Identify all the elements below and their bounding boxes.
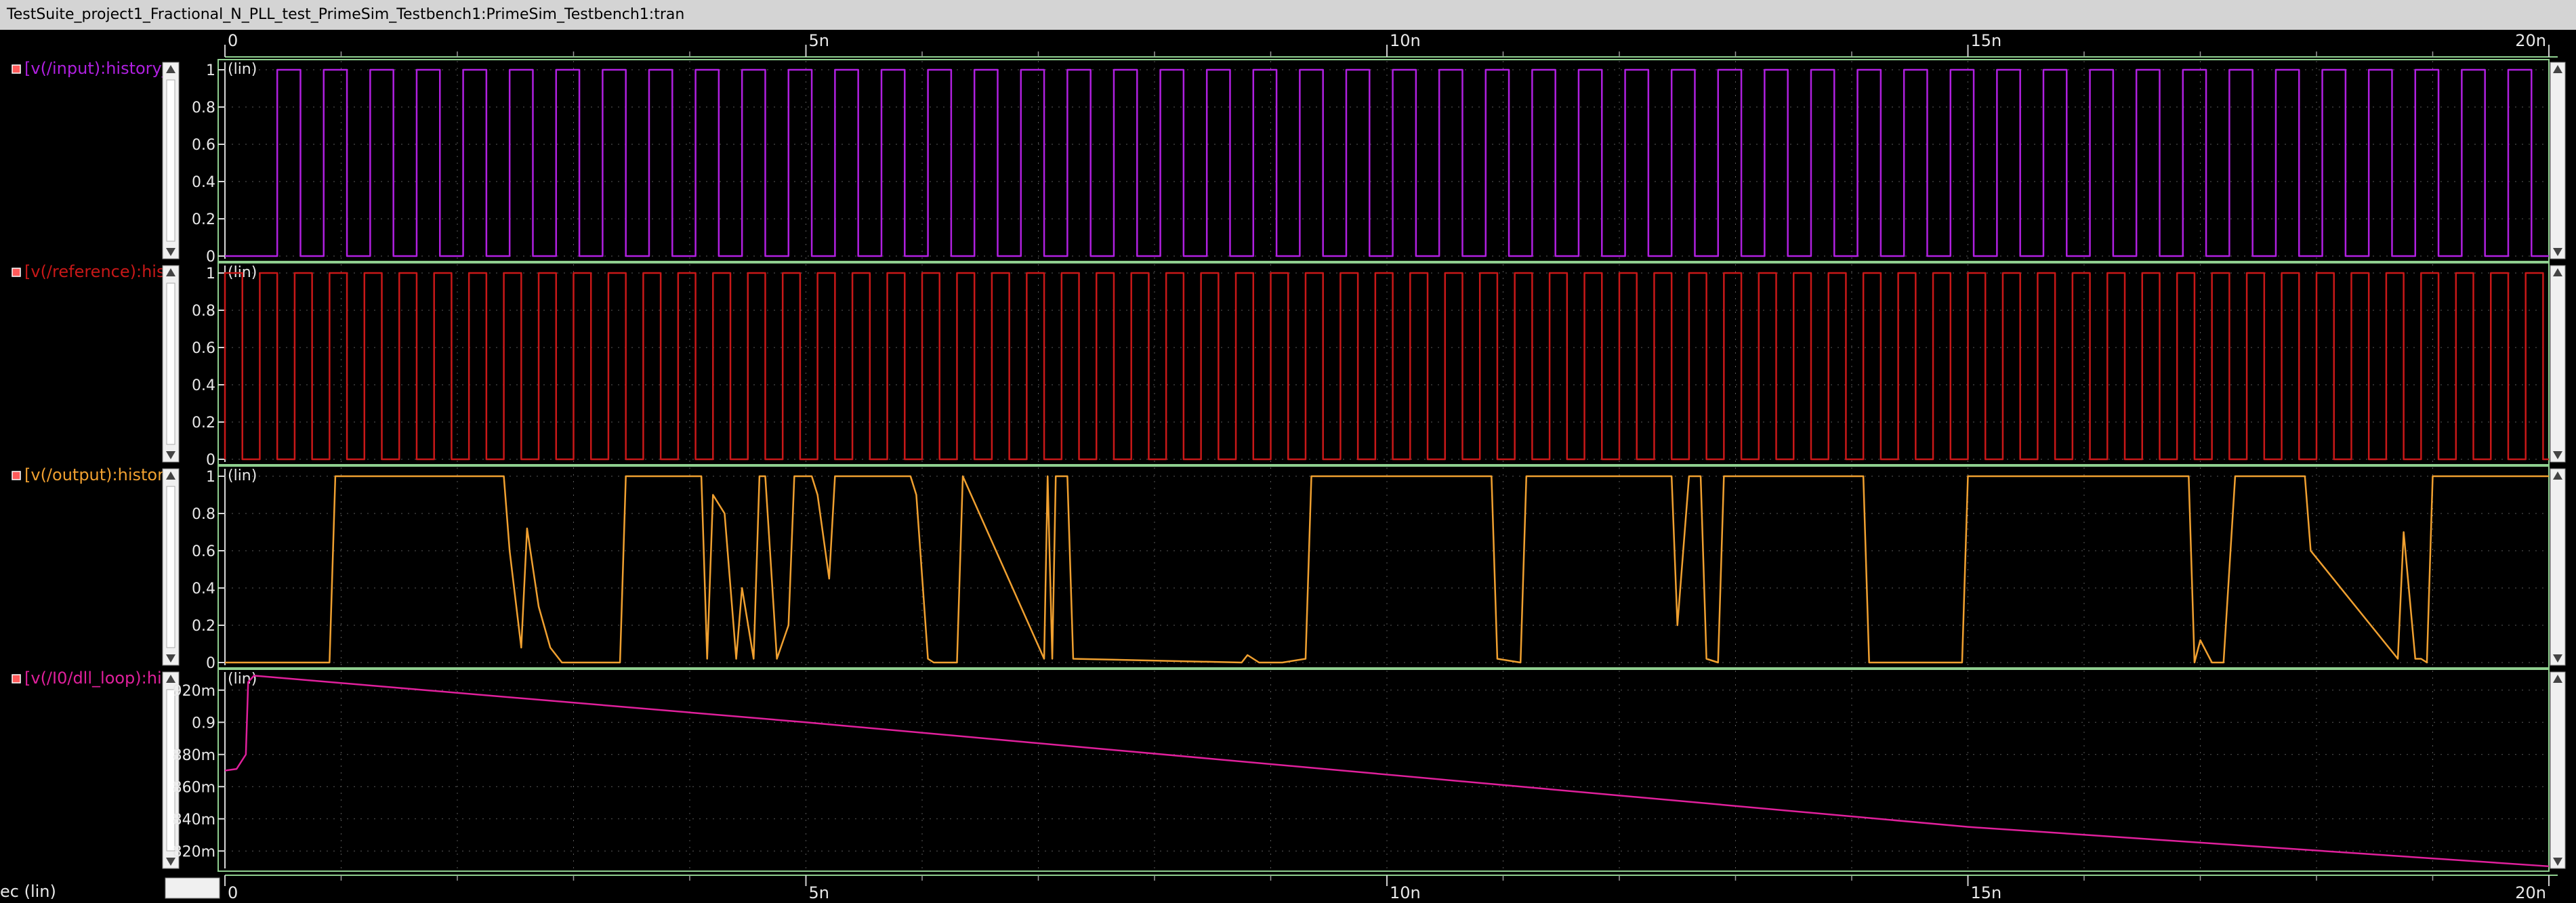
strip-frame [218, 669, 2549, 871]
y-tick-label: 920m [173, 683, 215, 700]
y-tick-label: 1 [206, 469, 215, 486]
top-axis-tick-label: 0 [228, 31, 238, 50]
bottom-axis-tick-label: 15n [1971, 883, 2002, 902]
top-axis-tick-label: 5n [809, 31, 829, 50]
top-axis-tick-label: 20n [2515, 31, 2546, 50]
signal-name-label[interactable]: [v(/input):history_ [24, 59, 171, 78]
signal-name-label[interactable]: [v(/output):history [24, 465, 173, 484]
trace-dll_loop[interactable] [225, 675, 2549, 866]
y-tick-label: 840m [173, 812, 215, 828]
right-scrollbar[interactable] [2550, 62, 2565, 259]
strip-reference[interactable]: [v(/reference):his 10.80.60.40.20(lin) [12, 262, 2565, 469]
y-tick-label: 0.4 [192, 377, 215, 394]
y-tick-label: 0.2 [192, 211, 215, 228]
top-axis-tick-label: 15n [1971, 31, 2002, 50]
y-tick-label: 880m [173, 747, 215, 764]
strip-scrollbar[interactable] [163, 672, 179, 868]
y-tick-label: 0.8 [192, 303, 215, 320]
y-tick-label: 820m [173, 843, 215, 860]
right-scrollbar[interactable] [2550, 672, 2565, 868]
bottom-axis-tick-label: 5n [809, 883, 829, 902]
top-time-axis: 0 5n 10n 15n 20n [0, 30, 2576, 57]
signal-select-checkbox[interactable] [12, 675, 20, 683]
y-tick-label: 0.2 [192, 618, 215, 635]
y-tick-label: 0 [206, 452, 215, 469]
bottom-time-axis: 0 5n 10n 15n 20n ec (lin) [0, 875, 2558, 902]
y-tick-label: 0.2 [192, 415, 215, 432]
strip-input[interactable]: [v(/input):history_ 1 0.8 0.6 0.4 0.2 0 (lin) [12, 59, 2565, 266]
strip-scrollbar[interactable] [163, 266, 179, 462]
y-tick-label: 0.4 [192, 581, 215, 597]
signal-select-checkbox[interactable] [12, 268, 20, 276]
strip-frame [218, 263, 2549, 465]
strip-output[interactable]: [v(/output):history 1 0.8 0.6 0.4 0.2 0 (lin) [12, 465, 2565, 672]
y-scale-label: (lin) [228, 467, 257, 484]
y-tick-label: 0 [206, 655, 215, 672]
strip-scrollbar[interactable] [163, 469, 179, 665]
signal-name-label[interactable]: [v(/reference):his [24, 262, 165, 281]
y-scale-label: (lin) [228, 671, 257, 688]
y-tick-label: 0.6 [192, 543, 215, 560]
y-tick-label: 0.9 [192, 715, 215, 732]
bottom-axis-tick-label: 0 [228, 883, 238, 902]
x-axis-unit-label: ec (lin) [0, 882, 56, 901]
y-tick-label: 1 [206, 62, 215, 79]
y-scale-label: (lin) [228, 61, 257, 78]
strip-frame [218, 60, 2549, 261]
y-tick-label: 0 [206, 249, 215, 266]
bottom-axis-tick-label: 10n [1390, 883, 1421, 902]
y-tick-label: 860m [173, 779, 215, 796]
horizontal-scrollbar[interactable] [165, 878, 220, 898]
right-scrollbar[interactable] [2550, 266, 2565, 462]
top-axis-tick-label: 10n [1390, 31, 1421, 50]
y-tick-label: 1 [206, 266, 215, 282]
signal-select-checkbox[interactable] [12, 471, 20, 480]
y-tick-label: 0.4 [192, 174, 215, 191]
y-tick-label: 0.6 [192, 340, 215, 357]
strip-frame [218, 466, 2549, 668]
y-tick-label: 0.6 [192, 137, 215, 154]
bottom-axis-tick-label: 20n [2515, 883, 2546, 902]
right-scrollbar[interactable] [2550, 469, 2565, 665]
strip-scrollbar[interactable] [163, 62, 179, 259]
y-tick-label: 0.8 [192, 100, 215, 117]
signal-select-checkbox[interactable] [12, 65, 20, 73]
signal-name-label[interactable]: [v(/I0/dll_loop):his [24, 669, 170, 688]
y-tick-label: 0.8 [192, 506, 215, 523]
